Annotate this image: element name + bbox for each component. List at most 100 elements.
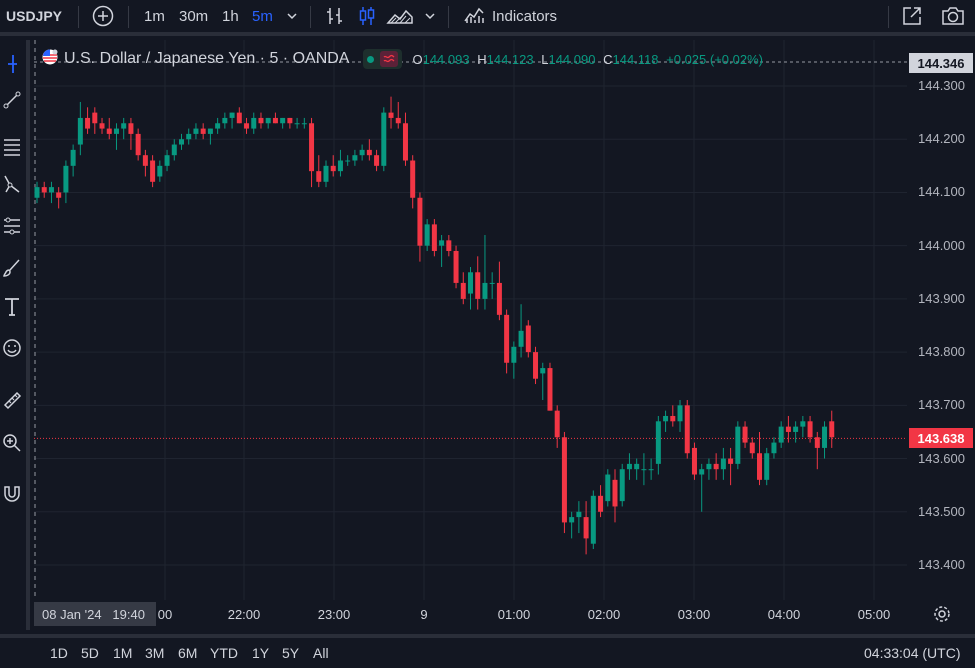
range-5y-button[interactable]: 5Y xyxy=(282,645,300,661)
candle xyxy=(316,155,322,188)
candle-body xyxy=(374,155,380,166)
candle xyxy=(77,101,83,156)
candle xyxy=(511,341,517,379)
interval-dropdown-button[interactable] xyxy=(286,0,298,32)
interval-5m[interactable]: 5m xyxy=(252,0,273,32)
symbol-search-button[interactable]: USDJPY xyxy=(6,0,62,32)
candle-body xyxy=(655,421,661,464)
candle xyxy=(460,272,466,305)
candle-body xyxy=(822,426,828,448)
interval-1h[interactable]: 1h xyxy=(222,0,239,32)
trend-line-tool-button[interactable] xyxy=(0,90,24,114)
range-1m-button[interactable]: 1M xyxy=(113,645,133,661)
candle-body xyxy=(41,187,47,193)
price-axis[interactable]: 144.300 144.200 144.100 144.000 143.900 143.8… xyxy=(907,40,975,600)
candle xyxy=(287,117,293,129)
symbol-label: USDJPY xyxy=(6,8,63,24)
price-chart[interactable] xyxy=(34,40,907,600)
pattern-tool-button[interactable] xyxy=(0,174,24,198)
interval-30m[interactable]: 30m xyxy=(179,0,208,32)
candle-body xyxy=(121,123,127,129)
candle-body xyxy=(576,511,582,518)
candle xyxy=(619,463,625,507)
brush-tool-button[interactable] xyxy=(0,258,24,282)
fib-tool-button[interactable] xyxy=(0,136,24,160)
candle xyxy=(706,458,712,480)
price-tick-label: 144.200 xyxy=(918,131,965,147)
time-axis[interactable]: 00 22:00 23:00 9 01:00 02:00 03:00 04:00 05:00 xyxy=(34,600,907,630)
candle-body xyxy=(330,165,336,172)
area-style-button[interactable] xyxy=(386,0,414,32)
interval-1m[interactable]: 1m xyxy=(144,0,165,32)
candle-body xyxy=(728,458,734,464)
candle-body xyxy=(48,187,54,193)
candle-body xyxy=(417,197,423,246)
fullscreen-button[interactable] xyxy=(901,0,923,32)
candle xyxy=(576,501,582,534)
pattern-icon xyxy=(2,173,22,200)
chart-settings-button[interactable] xyxy=(933,605,951,628)
text-tool-button[interactable] xyxy=(0,296,24,320)
candle-body xyxy=(598,495,604,512)
bars-icon xyxy=(324,5,346,27)
fib-retracement-icon xyxy=(2,136,22,161)
range-1y-button[interactable]: 1Y xyxy=(252,645,270,661)
symbol-title[interactable]: U.S. Dollar / Japanese Yen · 5 · OANDA xyxy=(64,50,350,67)
candle-body xyxy=(489,282,495,284)
candles-style-button[interactable] xyxy=(356,0,378,32)
candle xyxy=(583,501,589,555)
price-tick-label: 143.500 xyxy=(918,503,965,519)
candle xyxy=(482,235,488,310)
indicators-button[interactable]: Indicators xyxy=(463,0,557,32)
candle-body xyxy=(482,282,488,299)
range-5d-button[interactable]: 5D xyxy=(81,645,99,661)
candle xyxy=(446,235,452,257)
bar-style-button[interactable] xyxy=(324,0,346,32)
candle xyxy=(634,458,640,480)
chart-type-dropdown-button[interactable] xyxy=(424,0,436,32)
range-all-button[interactable]: All xyxy=(313,645,329,661)
candle-body xyxy=(439,240,445,246)
candle xyxy=(157,160,163,182)
utc-clock[interactable]: 04:33:04 (UTC) xyxy=(864,645,961,661)
camera-icon xyxy=(940,5,966,27)
magnet-icon xyxy=(2,483,22,510)
measure-tool-button[interactable] xyxy=(0,390,24,414)
candle xyxy=(381,107,387,172)
market-status-badge[interactable] xyxy=(363,49,403,69)
candle-body xyxy=(540,368,546,374)
candle xyxy=(793,421,799,443)
market-open-icon xyxy=(367,55,375,63)
candle-body xyxy=(431,224,437,251)
forecast-icon xyxy=(2,215,22,242)
candle xyxy=(590,490,596,550)
candle-body xyxy=(641,469,647,471)
candle-body xyxy=(619,469,625,502)
indicators-icon xyxy=(463,3,485,29)
range-6m-button[interactable]: 6M xyxy=(178,645,198,661)
candle xyxy=(345,155,351,166)
range-3m-button[interactable]: 3M xyxy=(145,645,165,661)
candle xyxy=(468,266,473,310)
cursor-tool-button[interactable] xyxy=(0,54,24,78)
compare-symbol-button[interactable] xyxy=(92,0,114,32)
icons-tool-button[interactable] xyxy=(0,338,24,362)
candle xyxy=(670,405,676,427)
candle-body xyxy=(323,165,329,182)
chart-legend: U.S. Dollar / Japanese Yen · 5 · OANDA O… xyxy=(42,48,763,70)
range-ytd-button[interactable]: YTD xyxy=(210,645,238,661)
indicators-label: Indicators xyxy=(492,7,558,25)
snapshot-button[interactable] xyxy=(940,0,966,32)
magnet-tool-button[interactable] xyxy=(0,484,24,508)
candle xyxy=(504,309,510,374)
candle xyxy=(374,149,380,172)
candle xyxy=(113,123,119,150)
candle-body xyxy=(699,469,705,475)
candle xyxy=(677,400,683,432)
forecast-tool-button[interactable] xyxy=(0,216,24,240)
candle-body xyxy=(287,117,293,124)
crosshair-icon xyxy=(3,53,21,80)
range-1d-button[interactable]: 1D xyxy=(50,645,68,661)
chevron-down-icon xyxy=(424,10,436,22)
zoom-tool-button[interactable] xyxy=(0,432,24,456)
